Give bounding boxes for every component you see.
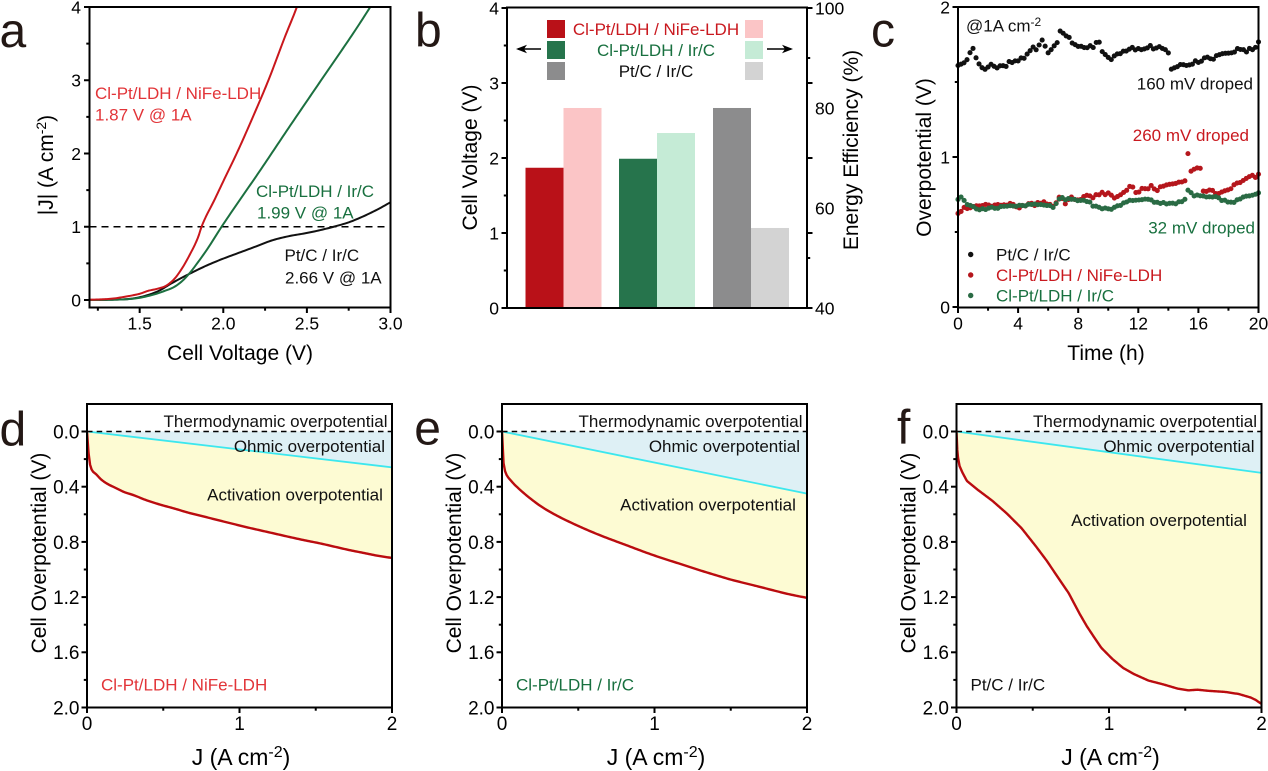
svg-text:Ohmic overpotential: Ohmic overpotential bbox=[234, 437, 385, 456]
svg-text:a: a bbox=[0, 5, 27, 58]
svg-text:12: 12 bbox=[1129, 314, 1148, 334]
svg-text:Cell Overpotential (V): Cell Overpotential (V) bbox=[28, 453, 51, 654]
svg-text:1: 1 bbox=[940, 147, 950, 167]
svg-text:Ohmic overpotential: Ohmic overpotential bbox=[1103, 437, 1254, 456]
svg-text:60: 60 bbox=[815, 198, 835, 218]
svg-text:20: 20 bbox=[1249, 314, 1268, 334]
svg-text:Ohmic overpotential: Ohmic overpotential bbox=[649, 437, 800, 456]
svg-text:e: e bbox=[414, 402, 441, 455]
svg-text:1.2: 1.2 bbox=[53, 588, 79, 609]
svg-text:Cl-Pt/LDH / NiFe-LDH: Cl-Pt/LDH / NiFe-LDH bbox=[996, 266, 1162, 285]
svg-text:4: 4 bbox=[489, 0, 499, 18]
svg-text:0.0: 0.0 bbox=[468, 422, 494, 443]
svg-text:Time (h): Time (h) bbox=[1067, 342, 1144, 365]
svg-text:1.87 V @ 1A: 1.87 V @ 1A bbox=[95, 106, 192, 125]
svg-text:c: c bbox=[871, 4, 895, 57]
svg-text:2: 2 bbox=[489, 148, 499, 168]
svg-text:0: 0 bbox=[953, 314, 963, 334]
svg-text:1: 1 bbox=[489, 223, 499, 243]
svg-text:Pt/C / Ir/C: Pt/C / Ir/C bbox=[619, 62, 694, 81]
svg-text:40: 40 bbox=[815, 298, 835, 318]
svg-text:0: 0 bbox=[82, 714, 93, 735]
svg-text:2: 2 bbox=[387, 714, 398, 735]
svg-text:Cell Overpotential (V): Cell Overpotential (V) bbox=[898, 453, 921, 654]
svg-text:1.5: 1.5 bbox=[128, 314, 152, 334]
svg-text:3: 3 bbox=[71, 71, 81, 91]
svg-text:2.0: 2.0 bbox=[923, 698, 949, 719]
svg-text:1: 1 bbox=[649, 714, 660, 735]
svg-text:3.0: 3.0 bbox=[378, 314, 403, 334]
svg-text:3: 3 bbox=[489, 73, 499, 93]
svg-text:Cl-Pt/LDH / NiFe-LDH: Cl-Pt/LDH / NiFe-LDH bbox=[101, 676, 267, 695]
svg-text:b: b bbox=[415, 5, 442, 58]
svg-text:0: 0 bbox=[940, 297, 950, 317]
svg-text:Overpotential (V): Overpotential (V) bbox=[913, 78, 936, 237]
svg-text:8: 8 bbox=[1073, 314, 1083, 334]
svg-text:4: 4 bbox=[71, 0, 81, 17]
svg-text:Thermodynamic overpotential: Thermodynamic overpotential bbox=[1033, 412, 1257, 431]
svg-text:Cl-Pt/LDH / Ir/C: Cl-Pt/LDH / Ir/C bbox=[256, 182, 374, 201]
svg-text:260 mV droped: 260 mV droped bbox=[1133, 126, 1249, 145]
svg-text:0: 0 bbox=[71, 290, 81, 310]
svg-text:f: f bbox=[897, 402, 911, 455]
svg-text:0: 0 bbox=[497, 714, 508, 735]
svg-text:1.6: 1.6 bbox=[923, 643, 949, 664]
svg-text:2.0: 2.0 bbox=[53, 698, 79, 719]
svg-text:Cl-Pt/LDH / NiFe-LDH: Cl-Pt/LDH / NiFe-LDH bbox=[573, 20, 739, 39]
svg-text:Cl-Pt/LDH / Ir/C: Cl-Pt/LDH / Ir/C bbox=[597, 41, 715, 60]
svg-text:16: 16 bbox=[1189, 314, 1208, 334]
svg-text:100: 100 bbox=[815, 0, 844, 18]
svg-text:Activation overpotential: Activation overpotential bbox=[1071, 511, 1247, 530]
svg-text:2.0: 2.0 bbox=[468, 698, 494, 719]
svg-text:1: 1 bbox=[1104, 714, 1115, 735]
svg-text:2.66 V @ 1A: 2.66 V @ 1A bbox=[285, 268, 382, 287]
svg-text:Cl-Pt/LDH / Ir/C: Cl-Pt/LDH / Ir/C bbox=[516, 676, 634, 695]
svg-text:Cell Overpotential (V): Cell Overpotential (V) bbox=[443, 453, 466, 654]
svg-text:1.99 V @ 1A: 1.99 V @ 1A bbox=[257, 203, 354, 222]
svg-text:Activation overpotential: Activation overpotential bbox=[207, 486, 383, 505]
svg-text:1.2: 1.2 bbox=[468, 588, 494, 609]
svg-text:Thermodynamic overpotential: Thermodynamic overpotential bbox=[164, 412, 388, 431]
svg-text:Thermodynamic overpotential: Thermodynamic overpotential bbox=[579, 412, 803, 431]
svg-text:0.4: 0.4 bbox=[468, 478, 495, 499]
svg-text:d: d bbox=[0, 404, 26, 457]
svg-text:2: 2 bbox=[940, 0, 950, 17]
svg-text:2.5: 2.5 bbox=[295, 314, 319, 334]
svg-text:80: 80 bbox=[815, 98, 835, 118]
svg-text:2.0: 2.0 bbox=[211, 314, 236, 334]
svg-text:2: 2 bbox=[71, 144, 81, 164]
svg-text:0.0: 0.0 bbox=[923, 422, 949, 443]
svg-text:160 mV droped: 160 mV droped bbox=[1137, 75, 1253, 94]
svg-text:0: 0 bbox=[951, 714, 962, 735]
svg-text:Cell Voltage (V): Cell Voltage (V) bbox=[459, 85, 482, 231]
svg-text:1.2: 1.2 bbox=[923, 588, 949, 609]
svg-text:0.0: 0.0 bbox=[53, 422, 79, 443]
svg-text:@1A cm-2: @1A cm-2 bbox=[966, 15, 1041, 36]
svg-text:0.4: 0.4 bbox=[923, 478, 950, 499]
svg-text:0: 0 bbox=[489, 298, 499, 318]
svg-text:0.8: 0.8 bbox=[53, 533, 79, 554]
svg-text:Energy Efficiency (%): Energy Efficiency (%) bbox=[840, 50, 863, 250]
svg-text:2: 2 bbox=[802, 714, 813, 735]
svg-text:Pt/C / Ir/C: Pt/C / Ir/C bbox=[996, 245, 1071, 264]
svg-text:Cell Voltage (V): Cell Voltage (V) bbox=[167, 342, 313, 365]
svg-text:0.8: 0.8 bbox=[923, 533, 949, 554]
svg-text:1.6: 1.6 bbox=[53, 643, 79, 664]
svg-text:4: 4 bbox=[1013, 314, 1023, 334]
svg-text:Cl-Pt/LDH / Ir/C: Cl-Pt/LDH / Ir/C bbox=[996, 286, 1114, 305]
svg-text:2: 2 bbox=[1256, 714, 1267, 735]
svg-text:1: 1 bbox=[71, 217, 81, 237]
svg-text:32 mV droped: 32 mV droped bbox=[1148, 219, 1255, 238]
svg-text:Pt/C / Ir/C: Pt/C / Ir/C bbox=[285, 246, 360, 265]
svg-text:Pt/C / Ir/C: Pt/C / Ir/C bbox=[971, 676, 1046, 695]
svg-text:1: 1 bbox=[234, 714, 245, 735]
svg-text:Activation overpotential: Activation overpotential bbox=[620, 496, 796, 515]
svg-text:1.6: 1.6 bbox=[468, 643, 494, 664]
svg-text:0.4: 0.4 bbox=[53, 478, 80, 499]
svg-text:0.8: 0.8 bbox=[468, 533, 494, 554]
svg-text:Cl-Pt/LDH / NiFe-LDH: Cl-Pt/LDH / NiFe-LDH bbox=[95, 84, 261, 103]
